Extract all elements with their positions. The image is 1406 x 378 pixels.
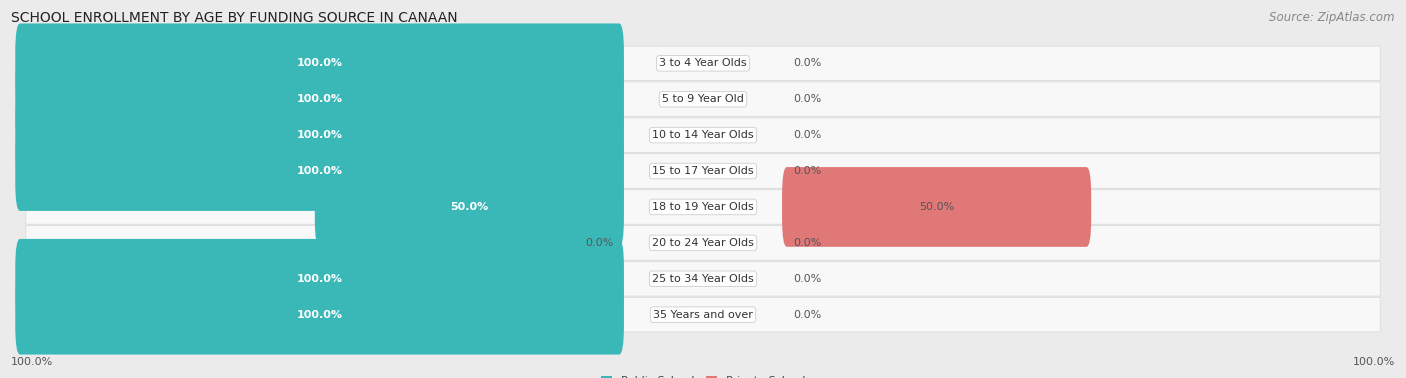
Text: 10 to 14 Year Olds: 10 to 14 Year Olds [652,130,754,140]
FancyBboxPatch shape [25,190,1381,224]
FancyBboxPatch shape [25,154,1381,188]
Text: 0.0%: 0.0% [585,238,613,248]
Text: 50.0%: 50.0% [450,202,488,212]
Text: 0.0%: 0.0% [793,58,821,68]
Text: SCHOOL ENROLLMENT BY AGE BY FUNDING SOURCE IN CANAAN: SCHOOL ENROLLMENT BY AGE BY FUNDING SOUR… [11,11,458,25]
FancyBboxPatch shape [25,262,1381,296]
Text: 15 to 17 Year Olds: 15 to 17 Year Olds [652,166,754,176]
Text: 100.0%: 100.0% [297,310,343,320]
FancyBboxPatch shape [25,82,1381,116]
Text: 100.0%: 100.0% [11,357,53,367]
FancyBboxPatch shape [15,59,624,139]
FancyBboxPatch shape [25,118,1381,152]
Text: 20 to 24 Year Olds: 20 to 24 Year Olds [652,238,754,248]
Text: Source: ZipAtlas.com: Source: ZipAtlas.com [1270,11,1395,24]
FancyBboxPatch shape [25,297,1381,332]
Text: 100.0%: 100.0% [297,94,343,104]
Text: 0.0%: 0.0% [793,310,821,320]
FancyBboxPatch shape [782,167,1091,247]
Text: 100.0%: 100.0% [297,166,343,176]
Text: 5 to 9 Year Old: 5 to 9 Year Old [662,94,744,104]
FancyBboxPatch shape [315,167,624,247]
FancyBboxPatch shape [15,95,624,175]
Text: 0.0%: 0.0% [793,274,821,284]
Text: 100.0%: 100.0% [297,274,343,284]
Text: 100.0%: 100.0% [1353,357,1395,367]
FancyBboxPatch shape [25,226,1381,260]
FancyBboxPatch shape [15,275,624,355]
FancyBboxPatch shape [15,239,624,319]
FancyBboxPatch shape [15,131,624,211]
Text: 100.0%: 100.0% [297,58,343,68]
Text: 18 to 19 Year Olds: 18 to 19 Year Olds [652,202,754,212]
Text: 3 to 4 Year Olds: 3 to 4 Year Olds [659,58,747,68]
Text: 50.0%: 50.0% [920,202,955,212]
Text: 0.0%: 0.0% [793,94,821,104]
Text: 25 to 34 Year Olds: 25 to 34 Year Olds [652,274,754,284]
FancyBboxPatch shape [15,23,624,103]
Legend: Public School, Private School: Public School, Private School [596,371,810,378]
FancyBboxPatch shape [25,46,1381,81]
Text: 0.0%: 0.0% [793,130,821,140]
Text: 0.0%: 0.0% [793,238,821,248]
Text: 0.0%: 0.0% [793,166,821,176]
Text: 35 Years and over: 35 Years and over [652,310,754,320]
Text: 100.0%: 100.0% [297,130,343,140]
